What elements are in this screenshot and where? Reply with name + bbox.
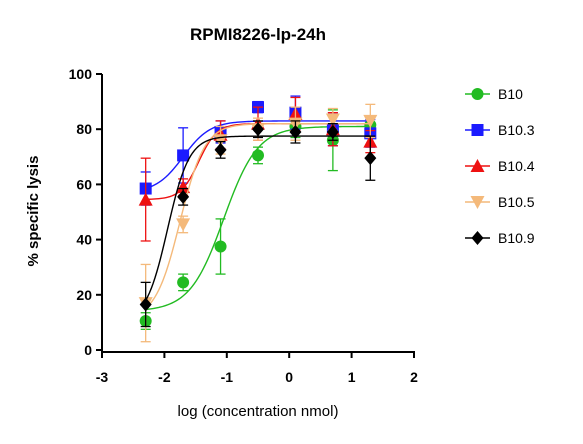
data-point-B10.3-1 bbox=[177, 149, 190, 162]
legend-label-B10: B10 bbox=[498, 86, 523, 102]
y-tick-label-3: 60 bbox=[76, 176, 92, 192]
legend-marker-B10.4 bbox=[470, 159, 485, 172]
data-point-B10.9-2 bbox=[214, 142, 227, 157]
legend-label-B10.4: B10.4 bbox=[498, 158, 535, 174]
legend-label-B10.9: B10.9 bbox=[498, 230, 535, 246]
y-tick-label-5: 100 bbox=[69, 66, 93, 82]
legend-item-B10.9: B10.9 bbox=[465, 230, 535, 246]
data-point-B10.9-0 bbox=[139, 297, 152, 312]
legend-item-B10.3: B10.3 bbox=[465, 122, 535, 138]
legend-marker-B10.9 bbox=[471, 231, 484, 245]
data-point-B10-2 bbox=[214, 240, 227, 253]
data-point-B10.9-6 bbox=[364, 151, 377, 166]
legend-marker-B10 bbox=[471, 88, 484, 100]
data-point-B10.5-5 bbox=[325, 113, 340, 127]
data-point-B10.9-5 bbox=[326, 124, 339, 139]
series-B10.5 bbox=[138, 103, 378, 343]
legend-item-B10: B10 bbox=[465, 86, 523, 102]
x-axis-label: log (concentration nmol) bbox=[178, 403, 339, 420]
y-axis-label: % specific lysis bbox=[25, 156, 42, 267]
series-B10 bbox=[139, 109, 377, 330]
legend-label-B10.3: B10.3 bbox=[498, 122, 535, 138]
data-point-B10.4-1 bbox=[176, 180, 191, 194]
x-tick-label-3: 0 bbox=[285, 369, 293, 385]
y-tick-label-2: 40 bbox=[76, 232, 92, 248]
x-tick-label-4: 1 bbox=[348, 369, 356, 385]
legend: B10 B10.3 B10.4 B10.5 B10.9 bbox=[465, 86, 535, 246]
legend-label-B10.5: B10.5 bbox=[498, 194, 535, 210]
x-tick-label-0: -3 bbox=[96, 369, 109, 385]
data-point-B10.4-0 bbox=[138, 192, 153, 206]
plot-area: 0 20 40 60 80 100 -3 -2 -1 0 1 2 bbox=[69, 66, 418, 385]
x-tick-label-2: -1 bbox=[221, 369, 234, 385]
data-point-B10-1 bbox=[177, 276, 190, 289]
y-tick-label-1: 20 bbox=[76, 287, 92, 303]
x-tick-label-5: 2 bbox=[410, 369, 418, 385]
data-point-B10.9-3 bbox=[252, 122, 264, 137]
legend-marker-B10.3 bbox=[471, 124, 484, 136]
data-point-B10.5-1 bbox=[176, 218, 191, 232]
legend-item-B10.4: B10.4 bbox=[465, 158, 535, 174]
data-point-B10-3 bbox=[252, 149, 264, 162]
data-point-B10.9-1 bbox=[177, 189, 190, 204]
y-tick-label-0: 0 bbox=[84, 342, 92, 358]
data-point-B10.9-4 bbox=[289, 124, 302, 139]
y-tick-label-4: 80 bbox=[76, 121, 92, 137]
series-B10.9 bbox=[139, 120, 377, 328]
x-tick-label-1: -2 bbox=[158, 369, 171, 385]
data-point-B10.5-6 bbox=[363, 114, 378, 128]
legend-marker-B10.5 bbox=[470, 196, 485, 209]
legend-item-B10.5: B10.5 bbox=[465, 194, 535, 210]
chart-title: RPMI8226-lp-24h bbox=[190, 25, 326, 44]
